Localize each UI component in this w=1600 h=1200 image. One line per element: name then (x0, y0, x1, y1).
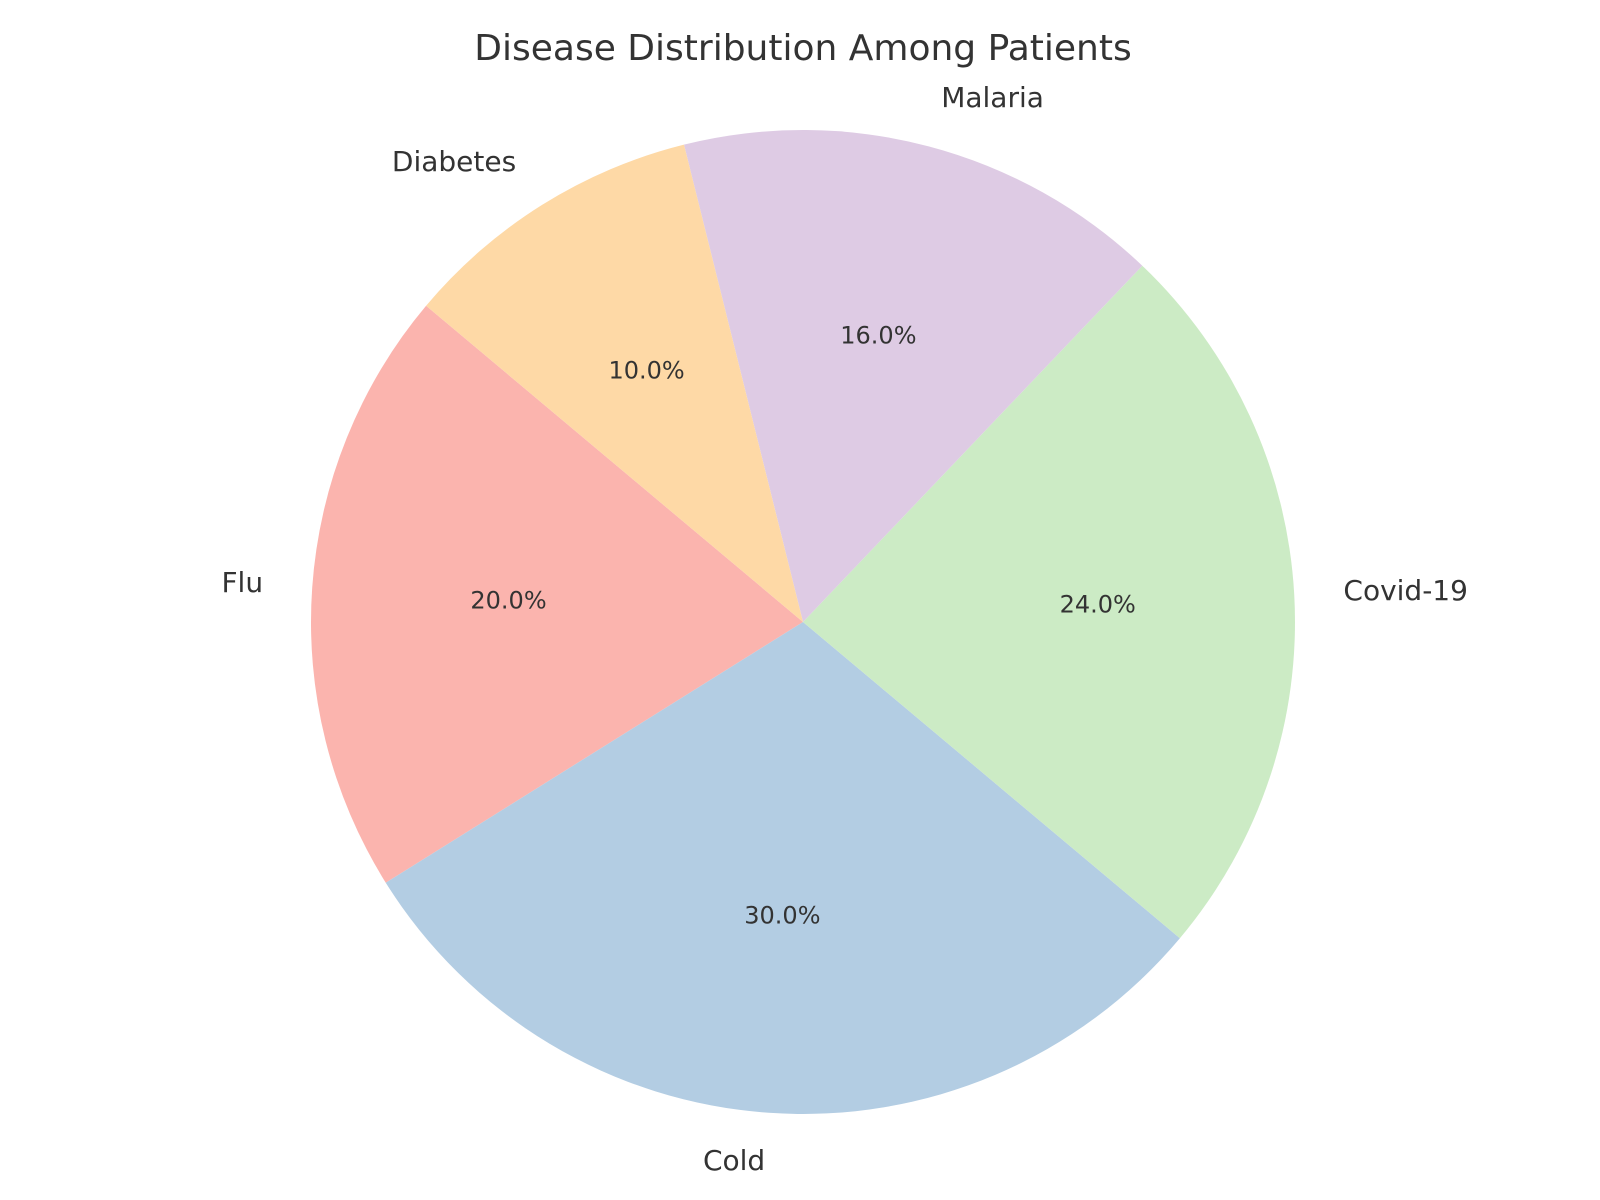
chart-title: Disease Distribution Among Patients (474, 28, 1131, 69)
slice-label: Covid-19 (1343, 574, 1468, 607)
pie-slice-cold (385, 622, 1180, 1114)
pie-slice-malaria (683, 129, 1143, 622)
slice-label: Cold (703, 1144, 765, 1177)
pie-slice-diabetes (426, 144, 803, 623)
slice-percent-label: 10.0% (608, 357, 684, 385)
pie-slice-covid-19 (803, 265, 1295, 939)
slice-percent-label: 20.0% (470, 586, 546, 614)
slice-label: Malaria (941, 81, 1044, 114)
pie-slices (311, 129, 1295, 1114)
slice-label: Flu (221, 566, 263, 599)
pie-labels: Flu 20.0% Cold 30.0% Covid-19 24.0% Malaria 16.… (221, 81, 1467, 1177)
slice-percent-label: 30.0% (744, 902, 820, 930)
pie-slice-flu (311, 305, 803, 883)
slice-percent-label: 16.0% (840, 322, 916, 350)
slice-label: Diabetes (392, 145, 516, 178)
slice-percent-label: 24.0% (1060, 591, 1136, 619)
